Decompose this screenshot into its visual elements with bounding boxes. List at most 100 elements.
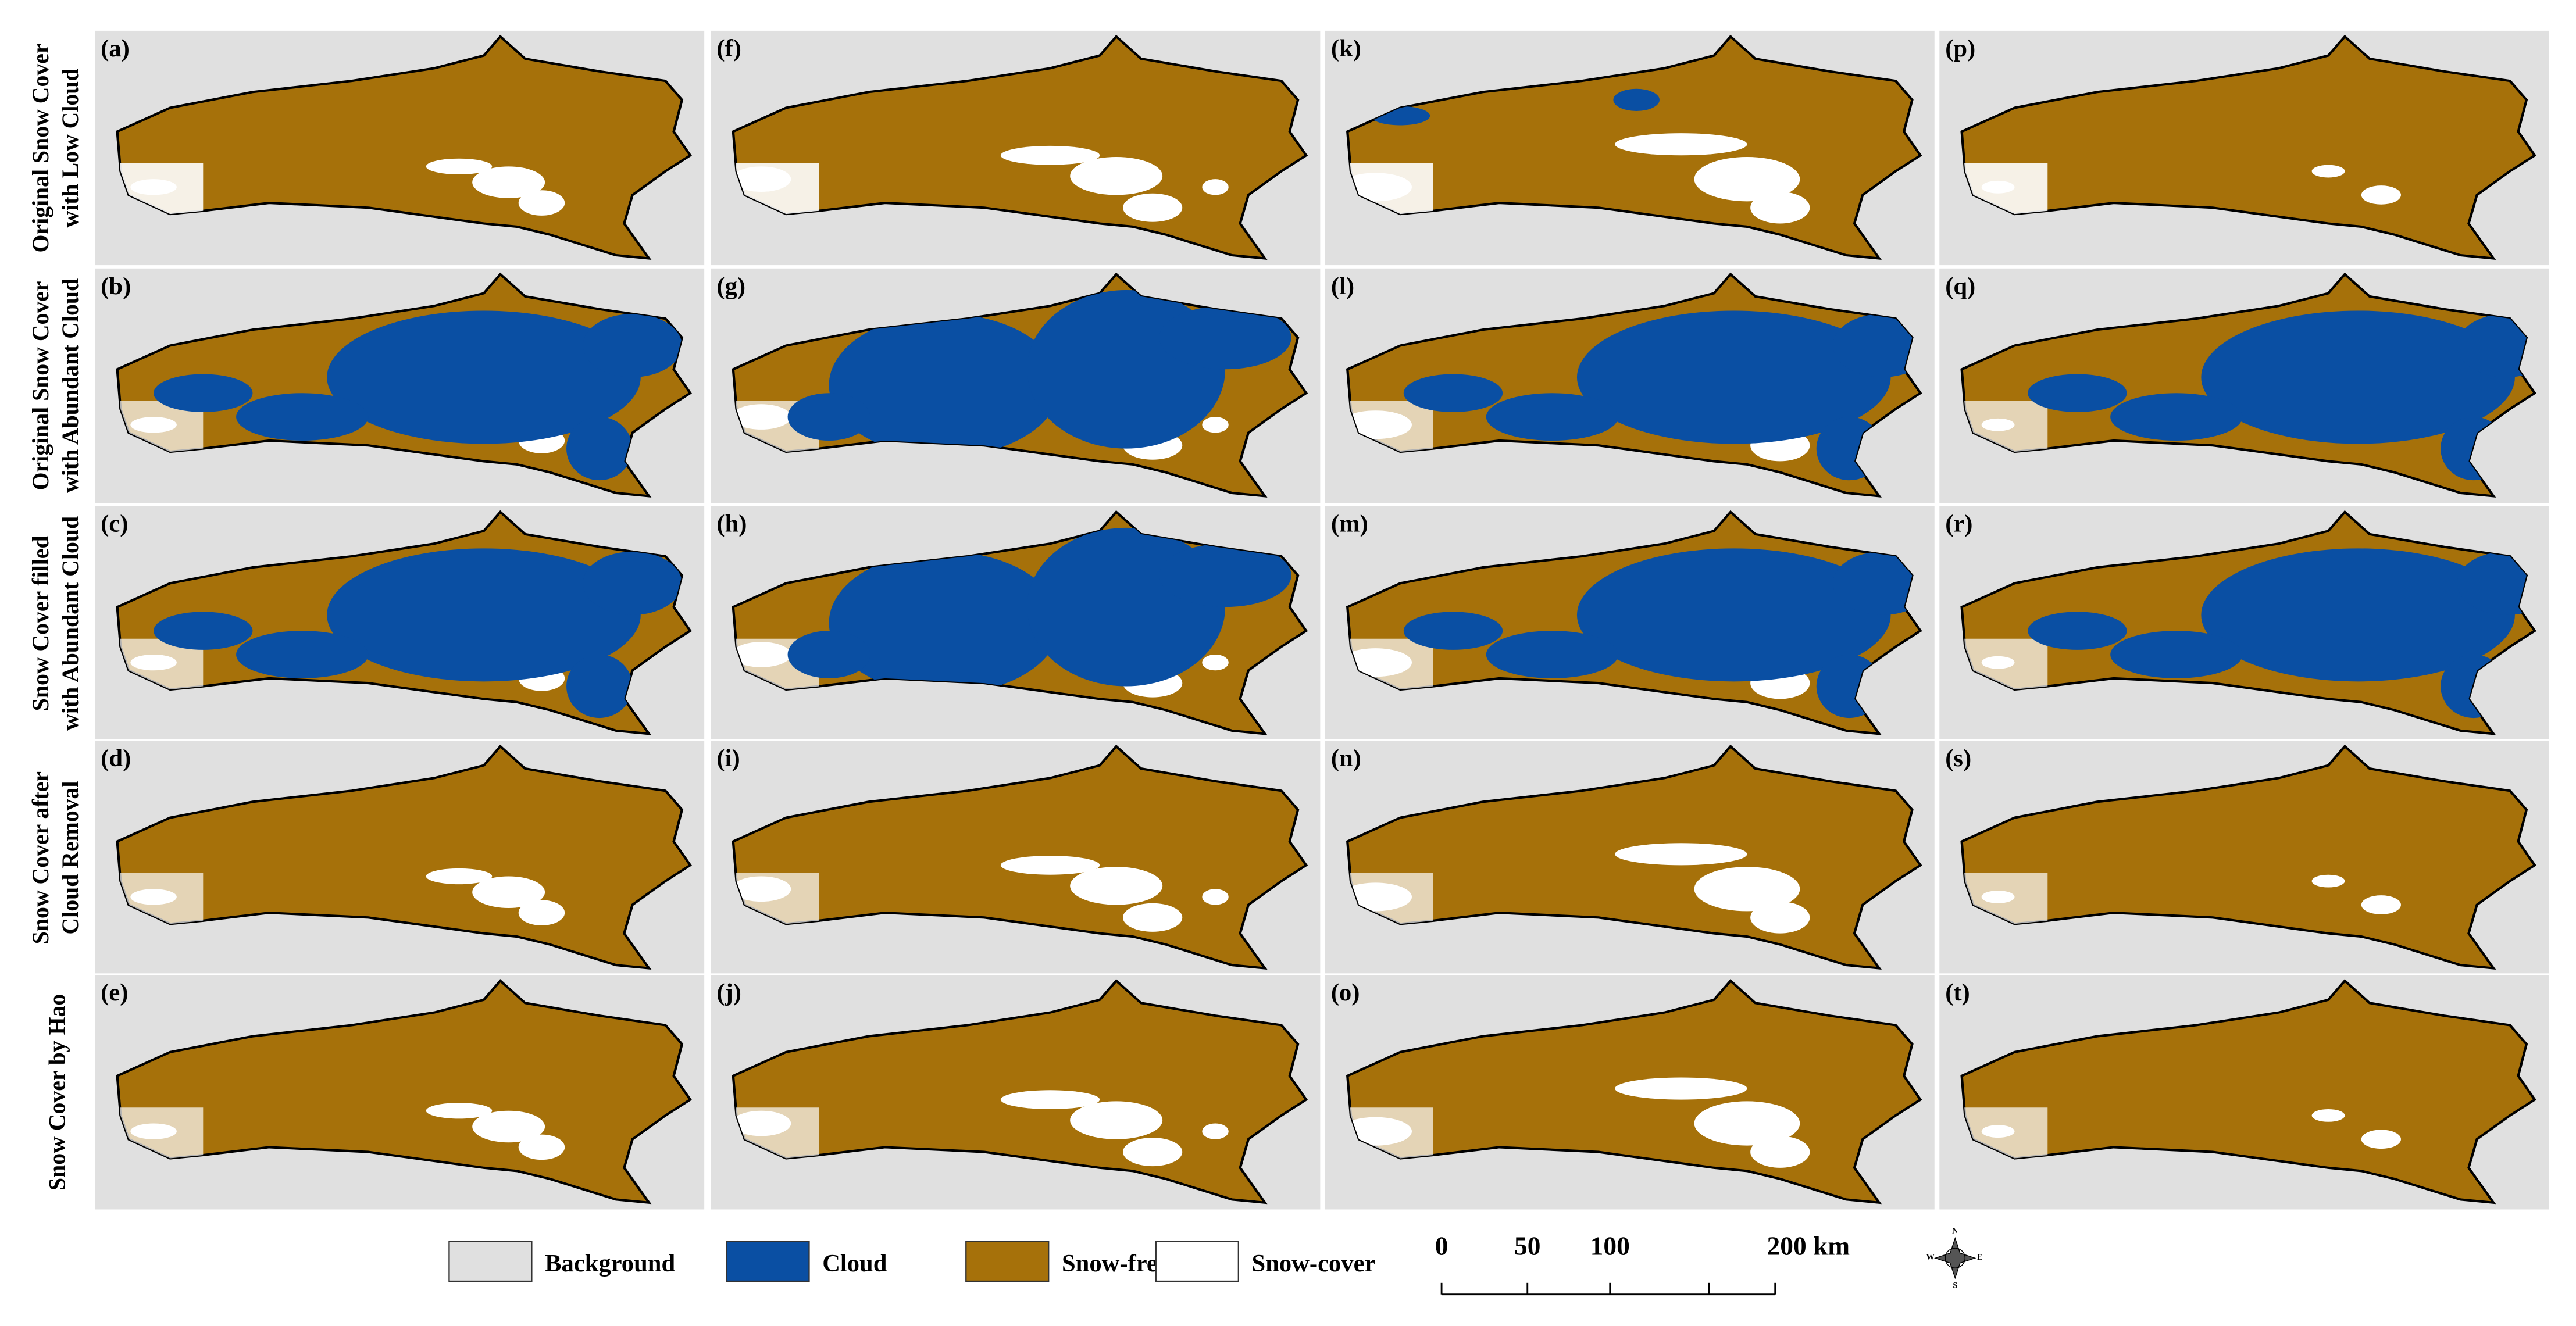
cloud-patch <box>1403 374 1503 412</box>
snow-patch <box>130 655 177 671</box>
snow-patch <box>2311 165 2345 178</box>
panel-label: (m) <box>1331 510 1368 538</box>
map-content <box>733 527 1291 702</box>
row-label: with Low Cloud <box>58 69 83 228</box>
cloud-patch <box>1576 548 1891 682</box>
snow-patch <box>1615 843 1747 866</box>
snow-patch <box>1981 180 2015 194</box>
panel-label: (h) <box>716 510 747 538</box>
cloud-patch <box>154 374 253 412</box>
cloud-patch <box>236 631 369 678</box>
map <box>116 272 692 498</box>
panel-label: (n) <box>1331 745 1361 772</box>
snow-patch <box>472 166 545 198</box>
map <box>732 272 1308 498</box>
map-panel: (j) <box>709 973 1322 1211</box>
snow-patch <box>1202 655 1229 671</box>
cloud-patch <box>787 393 870 441</box>
snow-patch <box>1070 157 1163 195</box>
cloud-patch <box>583 551 682 615</box>
snow-patch <box>1615 133 1747 156</box>
map-panel: (o) <box>1323 973 1936 1211</box>
map-panel: (f) <box>709 29 1322 267</box>
map-panel: (i) <box>709 739 1322 977</box>
cloud-patch <box>2201 310 2515 444</box>
cloud-patch <box>2028 374 2127 412</box>
snow-patch <box>518 900 565 925</box>
snow-patch <box>1981 890 2015 903</box>
cloud-patch <box>154 612 253 650</box>
cloud-patch <box>327 548 641 682</box>
snow-patch <box>1202 889 1229 905</box>
row-label: Cloud Removal <box>58 781 83 935</box>
snow-patch <box>1750 1136 1810 1168</box>
panel-label: (b) <box>101 273 131 300</box>
snow-patch <box>426 868 493 885</box>
row-label: Original Snow Cover <box>28 44 53 253</box>
panel-label: (l) <box>1331 273 1354 300</box>
map <box>732 510 1308 735</box>
map-panel: (q) <box>1938 266 2550 505</box>
panel-label: (t) <box>1945 979 1970 1006</box>
scale-label: 200 km <box>1767 1232 1850 1261</box>
map <box>116 34 692 260</box>
cloud-patch <box>566 417 633 481</box>
map-content <box>1347 1077 1810 1171</box>
snow-patch <box>426 158 493 174</box>
snow-patch <box>1750 902 1810 934</box>
snow-patch <box>733 166 791 192</box>
map-panel: (s) <box>1938 739 2550 977</box>
cloud-patch <box>1159 306 1291 370</box>
snow-patch <box>2311 1109 2345 1122</box>
map <box>1960 272 2536 498</box>
legend-swatch <box>726 1241 810 1282</box>
map-content <box>733 290 1291 464</box>
snow-patch <box>130 417 177 433</box>
snow-patch <box>1981 418 2015 431</box>
map <box>1346 510 1922 735</box>
snow-patch <box>518 190 565 216</box>
cloud-patch <box>829 313 1061 457</box>
legend-label: Cloud <box>822 1250 887 1277</box>
panel-label: (d) <box>101 745 131 772</box>
cloud-patch <box>236 393 369 441</box>
panel-label: (c) <box>101 510 128 538</box>
snow-patch <box>426 1103 493 1119</box>
legend-label: Background <box>545 1250 675 1277</box>
snow-patch <box>1123 1138 1183 1167</box>
legend-label: Snow-free <box>1062 1250 1169 1277</box>
snow-patch <box>2361 1130 2401 1149</box>
snow-patch <box>733 404 791 430</box>
panel-label: (f) <box>716 35 741 62</box>
panel-label: (k) <box>1331 35 1361 62</box>
panel-label: (p) <box>1945 35 1975 62</box>
compass-letter: W <box>1926 1253 1935 1262</box>
row-label: Snow Cover filled <box>28 535 53 711</box>
cloud-patch <box>1613 88 1660 111</box>
compass-letter: N <box>1952 1227 1958 1236</box>
snow-patch <box>1750 191 1810 224</box>
legend-swatch <box>1155 1241 1239 1282</box>
panel-label: (s) <box>1945 745 1971 772</box>
snow-patch <box>1070 1101 1163 1139</box>
scale-label: 50 <box>1514 1232 1540 1261</box>
cloud-patch <box>583 313 682 377</box>
panel-label: (a) <box>101 35 130 62</box>
snow-patch <box>1123 903 1183 932</box>
map-panel: (r) <box>1938 504 2550 742</box>
snow-patch <box>1981 656 2015 669</box>
map-panel: (a) <box>93 29 706 267</box>
row-label: Snow Cover after <box>28 771 53 944</box>
panel-label: (g) <box>716 273 745 300</box>
legend-swatch <box>448 1241 533 1282</box>
cloud-patch <box>2110 393 2243 441</box>
map-panel: (p) <box>1938 29 2550 267</box>
map-panel: (m) <box>1323 504 1936 742</box>
panel-label: (q) <box>1945 273 1975 300</box>
map-panel: (b) <box>93 266 706 505</box>
map-content <box>117 548 682 719</box>
map-panel: (d) <box>93 739 706 977</box>
snow-patch <box>1694 867 1800 912</box>
cloud-patch <box>2201 548 2515 682</box>
scale-label: 0 <box>1435 1232 1448 1261</box>
